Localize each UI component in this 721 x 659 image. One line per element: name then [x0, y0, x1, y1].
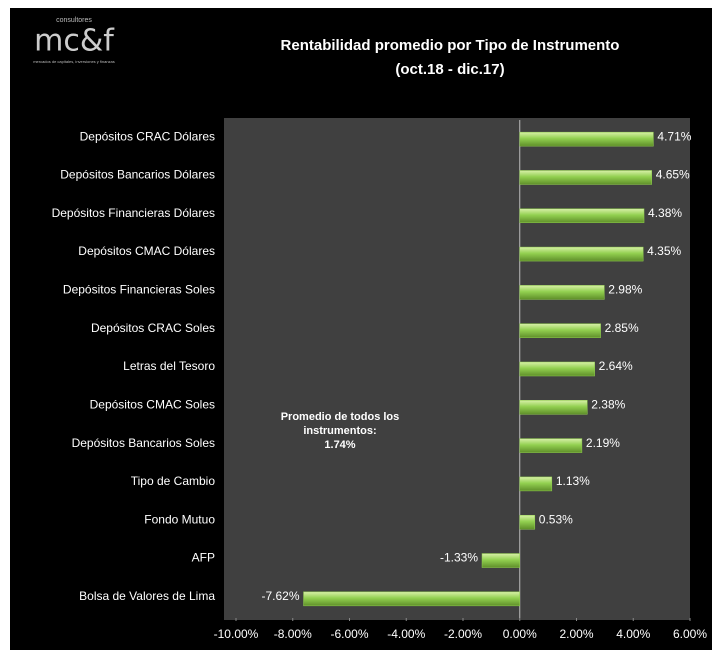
value-label: 4.65%	[656, 168, 690, 182]
x-tick-label: 6.00%	[673, 627, 707, 641]
value-label: 2.19%	[586, 436, 620, 450]
bar	[519, 323, 601, 338]
annotation: 1.74%	[324, 439, 355, 451]
value-label: -7.62%	[262, 589, 300, 603]
y-tick-label: Letras del Tesoro	[123, 359, 215, 373]
bar	[519, 514, 536, 530]
value-label: 4.38%	[648, 206, 682, 220]
x-tick-label: 0.00%	[503, 627, 537, 641]
bar	[519, 285, 605, 300]
bar	[303, 591, 520, 607]
value-label: 4.35%	[647, 244, 681, 258]
x-tick-label: -6.00%	[330, 627, 368, 641]
y-tick-label: Depósitos Financieras Soles	[63, 283, 215, 297]
value-label: 2.85%	[605, 321, 639, 335]
y-tick-label: AFP	[192, 551, 215, 565]
bar	[519, 361, 595, 377]
x-tick-label: 2.00%	[559, 627, 593, 641]
value-label: 1.13%	[556, 474, 590, 488]
y-tick-label: Depósitos Financieras Dólares	[52, 206, 215, 220]
x-tick-label: -2.00%	[444, 627, 482, 641]
bar	[519, 246, 644, 262]
value-label: 2.38%	[591, 397, 625, 411]
value-label: 2.98%	[608, 283, 642, 297]
y-tick-label: Depósitos CMAC Dólares	[78, 244, 215, 258]
y-tick-label: Depósitos Bancarios Dólares	[60, 168, 215, 182]
x-tick-label: -8.00%	[274, 627, 312, 641]
bar	[519, 438, 583, 453]
value-label: -1.33%	[440, 551, 478, 565]
bar	[519, 476, 553, 492]
logo-tagline: mercados de capitales, inversiones y fin…	[33, 59, 115, 64]
y-tick-label: Tipo de Cambio	[131, 474, 216, 488]
value-label: 0.53%	[539, 512, 573, 526]
y-tick-label: Depósitos CRAC Dólares	[80, 129, 215, 143]
x-tick-label: -10.00%	[214, 627, 259, 641]
bar	[519, 170, 652, 185]
plot-area	[224, 118, 690, 620]
y-tick-label: Depósitos Bancarios Soles	[72, 436, 215, 450]
y-tick-label: Bolsa de Valores de Lima	[79, 589, 215, 603]
bar	[481, 553, 521, 568]
y-tick-label: Depósitos CMAC Soles	[90, 397, 215, 411]
bar	[519, 208, 645, 224]
y-tick-label: Depósitos CRAC Soles	[91, 321, 215, 335]
annotation: instrumentos:	[303, 425, 376, 437]
chart-title: Rentabilidad promedio por Tipo de Instru…	[281, 37, 620, 54]
value-label: 2.64%	[599, 359, 633, 373]
logo-mark: mc&f	[34, 24, 115, 59]
bar	[519, 400, 588, 415]
chart-subtitle: (oct.18 - dic.17)	[395, 61, 504, 78]
value-label: 4.71%	[657, 129, 691, 143]
y-tick-label: Fondo Mutuo	[144, 512, 215, 526]
annotation: Promedio de todos los	[281, 411, 400, 423]
logo-top: consultores	[56, 17, 92, 24]
x-tick-label: -4.00%	[387, 627, 425, 641]
x-tick-label: 4.00%	[616, 627, 650, 641]
bar	[519, 131, 654, 147]
